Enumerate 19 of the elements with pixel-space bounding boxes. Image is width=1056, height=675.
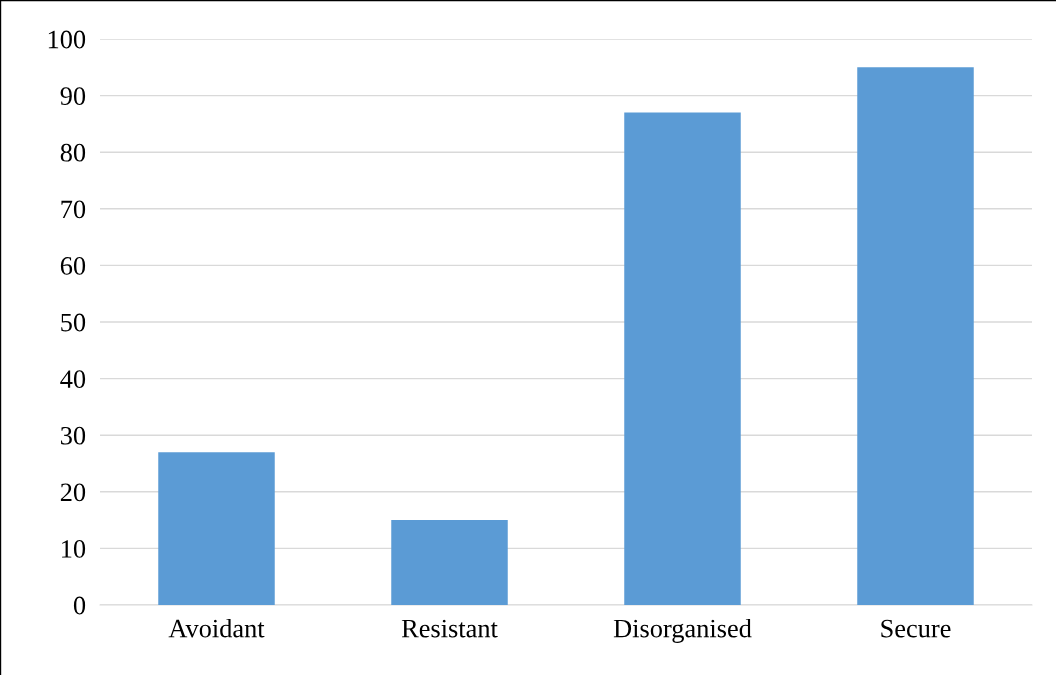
bar [857, 67, 974, 605]
y-tick-label: 30 [60, 426, 86, 445]
bar [624, 112, 741, 605]
y-tick-label: 0 [73, 596, 86, 615]
y-tick-label: 80 [60, 143, 86, 162]
x-tick-label: Avoidant [168, 618, 265, 638]
y-tick-label: 60 [60, 257, 86, 275]
bar [391, 520, 508, 605]
y-tick-label: 20 [60, 483, 86, 502]
y-tick-label: 50 [61, 313, 86, 332]
x-tick-label: Disorganised [613, 618, 752, 643]
y-tick-label: 90 [60, 87, 86, 106]
x-tick-label: Resistant [401, 619, 498, 638]
x-tick-label: Secure [881, 619, 951, 638]
y-tick-label: 40 [60, 370, 86, 389]
y-tick-label: 70 [61, 200, 86, 219]
y-tick-label: 100 [48, 30, 86, 49]
y-tick-label: 10 [62, 540, 86, 558]
bar [158, 452, 275, 605]
